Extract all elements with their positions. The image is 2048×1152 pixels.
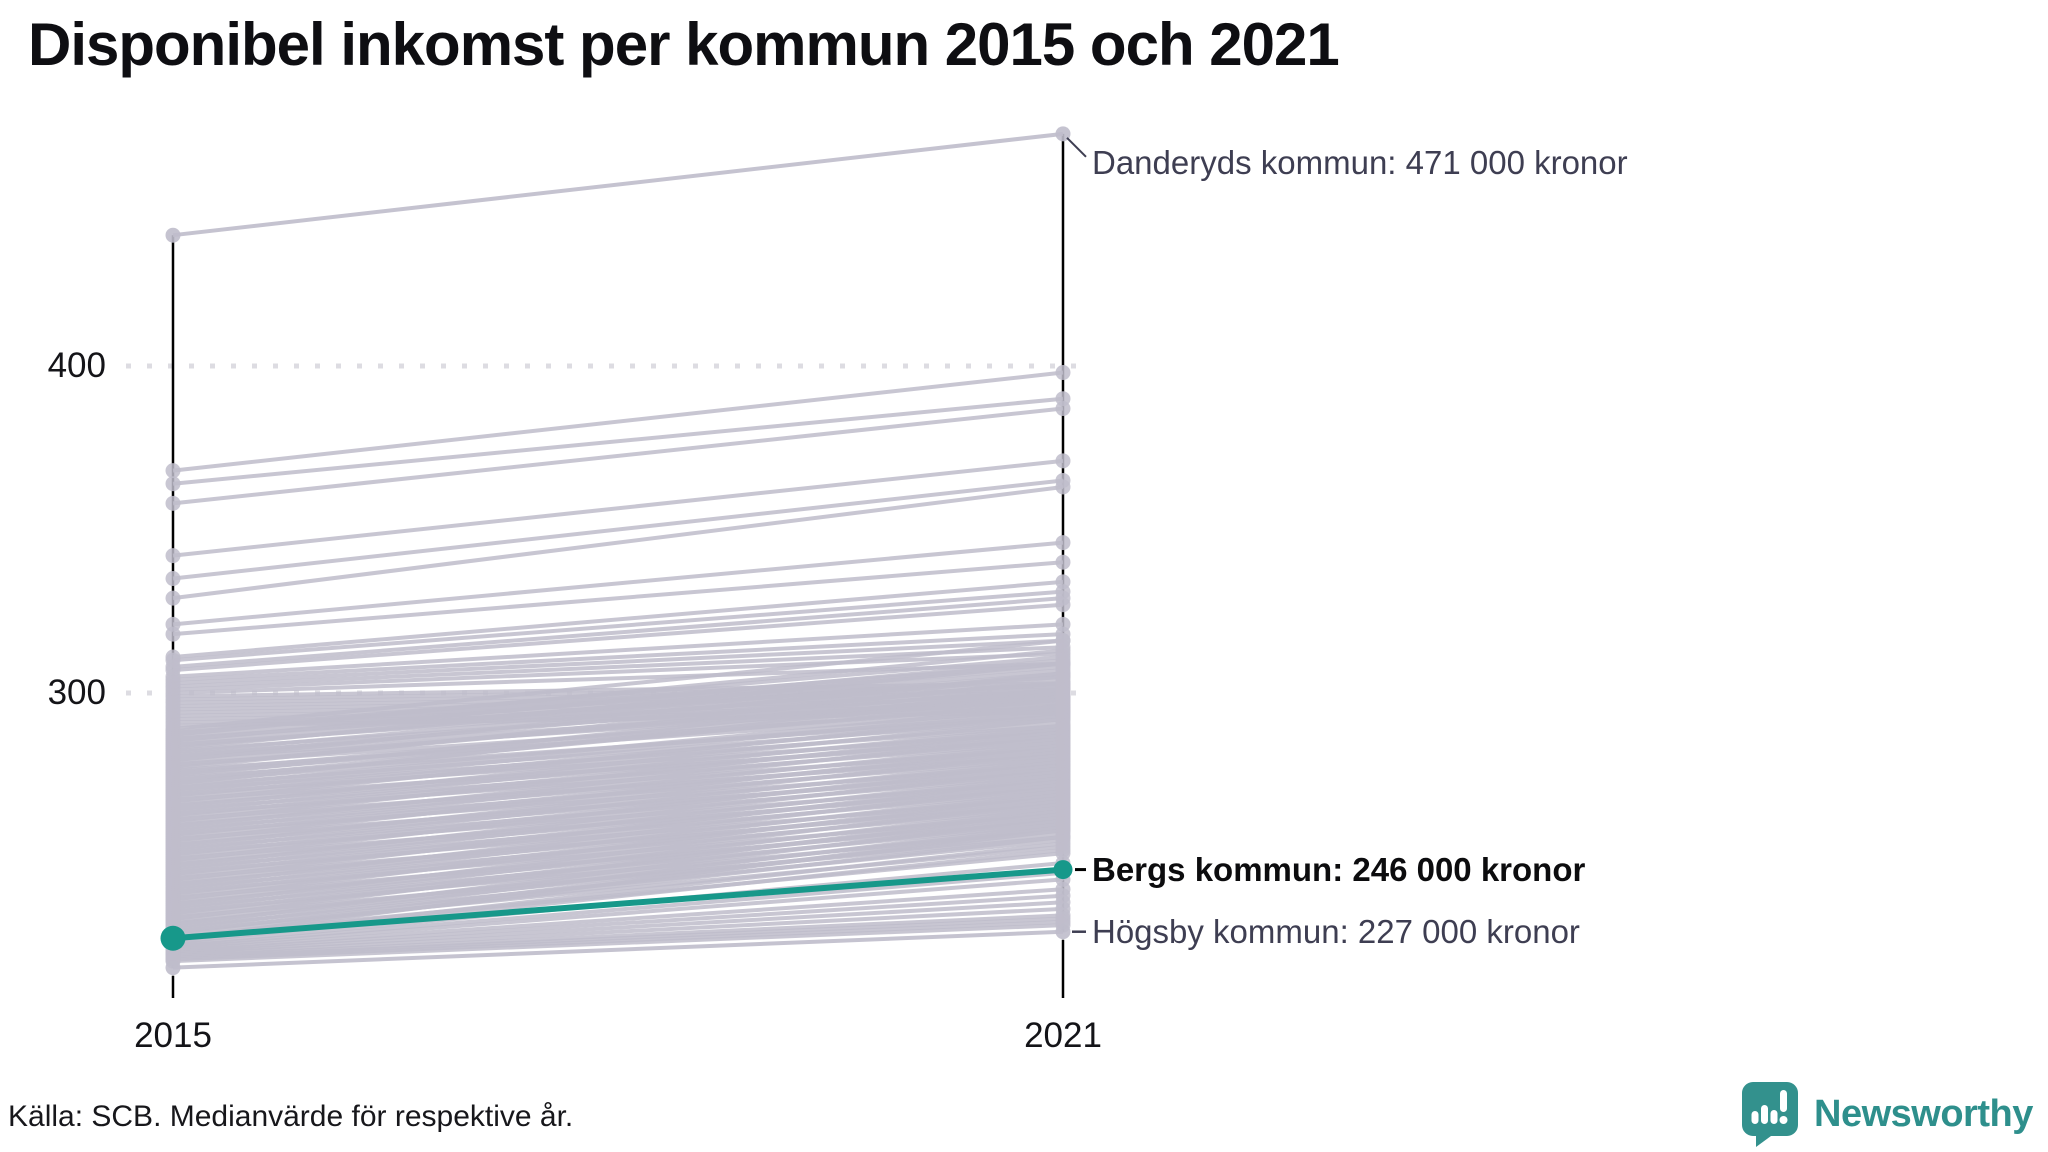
annotation-danderyd: Danderyds kommun: 471 000 kronor bbox=[1092, 143, 1628, 181]
x-axis-label-2021: 2021 bbox=[1024, 1016, 1102, 1055]
newsworthy-logo: Newsworthy bbox=[1740, 1080, 2033, 1148]
chart-title: Disponibel inkomst per kommun 2015 och 2… bbox=[28, 11, 1340, 78]
y-axis-tick-300: 300 bbox=[47, 673, 106, 712]
y-axis-tick-400: 400 bbox=[47, 346, 106, 385]
x-axis-label-2015: 2015 bbox=[134, 1016, 212, 1055]
source-note: Källa: SCB. Medianvärde för respektive å… bbox=[8, 1100, 574, 1133]
newsworthy-logo-icon bbox=[1742, 1082, 1798, 1147]
annotation-bergs: Bergs kommun: 246 000 kronor bbox=[1092, 850, 1586, 888]
newsworthy-wordmark: Newsworthy bbox=[1814, 1092, 2033, 1135]
annotation-hogsby: Högsby kommun: 227 000 kronor bbox=[1092, 912, 1580, 950]
